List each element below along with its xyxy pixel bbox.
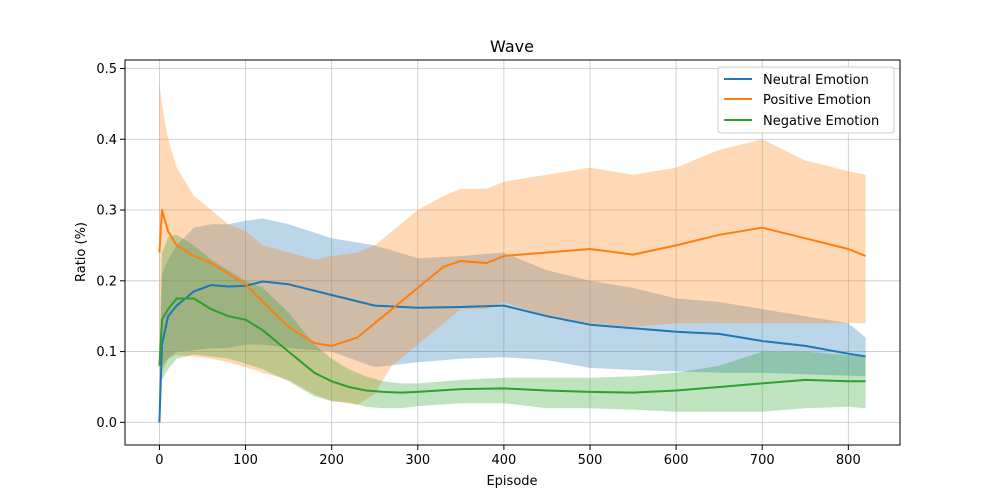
y-tick-label: 0.1 bbox=[96, 345, 117, 360]
x-tick-label: 500 bbox=[578, 453, 603, 468]
negative-emotion-line bbox=[158, 297, 866, 394]
confidence-bands bbox=[159, 82, 866, 423]
x-tick-label: 400 bbox=[491, 453, 516, 468]
legend-box bbox=[717, 66, 895, 134]
negative-confidence-band bbox=[159, 234, 866, 412]
y-tick-label: 0.2 bbox=[96, 274, 117, 289]
legend-label-positive: Positive Emotion bbox=[763, 93, 871, 108]
chart-title: Wave bbox=[490, 37, 534, 56]
plot-frame bbox=[124, 59, 901, 446]
x-tick-label: 0 bbox=[155, 453, 163, 468]
positive-confidence-band bbox=[159, 82, 866, 423]
y-tick-label: 0.4 bbox=[96, 133, 117, 148]
series-lines bbox=[158, 209, 866, 423]
x-tick-label: 800 bbox=[836, 453, 861, 468]
legend-label-negative: Negative Emotion bbox=[763, 114, 879, 129]
neutral-confidence-band bbox=[159, 218, 866, 377]
y-tick-label: 0.3 bbox=[96, 204, 117, 219]
x-tick-label: 600 bbox=[664, 453, 689, 468]
y-tick-label: 0.5 bbox=[96, 62, 117, 77]
x-axis-label: Episode bbox=[486, 474, 537, 489]
legend: Neutral Emotion Positive Emotion Negativ… bbox=[717, 66, 895, 134]
y-axis-label: Ratio (%) bbox=[74, 222, 89, 282]
y-axis-ticks: 0.0 0.1 0.2 0.3 0.4 0.5 bbox=[96, 62, 125, 431]
y-tick-label: 0.0 bbox=[96, 416, 117, 431]
x-tick-label: 200 bbox=[319, 453, 344, 468]
positive-emotion-line bbox=[158, 209, 866, 347]
x-axis-ticks: 0 100 200 300 400 500 600 700 800 bbox=[155, 445, 861, 468]
legend-label-neutral: Neutral Emotion bbox=[763, 73, 869, 88]
x-tick-label: 100 bbox=[233, 453, 258, 468]
x-tick-label: 700 bbox=[750, 453, 775, 468]
x-tick-label: 300 bbox=[405, 453, 430, 468]
